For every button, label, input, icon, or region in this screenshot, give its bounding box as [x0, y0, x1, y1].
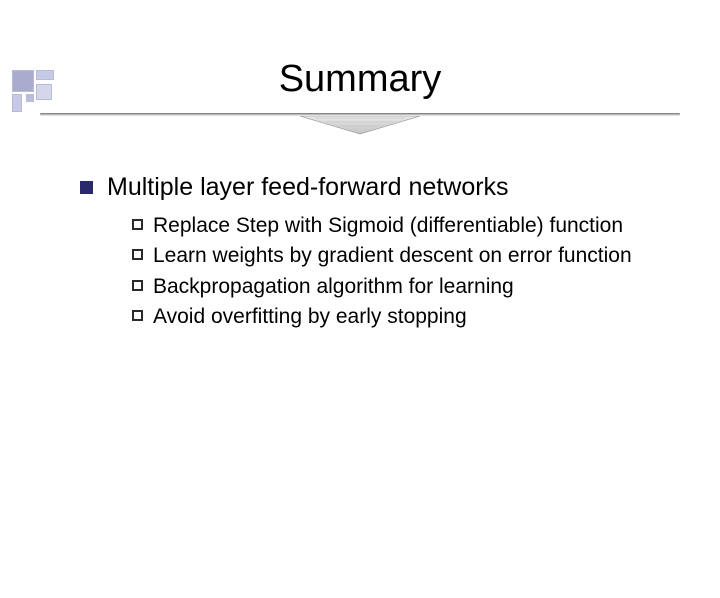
sub-bullet-row: Learn weights by gradient descent on err… — [132, 242, 660, 270]
deco-square — [36, 84, 52, 100]
hollow-square-bullet-icon — [132, 249, 143, 260]
main-bullet-text: Multiple layer feed-forward networks — [107, 173, 509, 202]
hollow-square-bullet-icon — [132, 310, 143, 321]
slide-title: Summary — [0, 58, 720, 101]
hollow-square-bullet-icon — [132, 219, 143, 230]
filled-square-bullet-icon — [80, 181, 93, 194]
sub-bullet-list: Replace Step with Sigmoid (differentiabl… — [132, 212, 660, 331]
sub-bullet-row: Replace Step with Sigmoid (differentiabl… — [132, 212, 660, 240]
sub-bullet-text: Backpropagation algorithm for learning — [153, 273, 514, 301]
deco-square — [12, 70, 34, 92]
sub-bullet-text: Avoid overfitting by early stopping — [153, 303, 467, 331]
sub-bullet-row: Avoid overfitting by early stopping — [132, 303, 660, 331]
hollow-square-bullet-icon — [132, 280, 143, 291]
divider-triangle-icon — [300, 116, 420, 136]
slide-body: Multiple layer feed-forward networks Rep… — [80, 173, 660, 331]
deco-square — [12, 94, 22, 112]
sub-bullet-text: Replace Step with Sigmoid (differentiabl… — [153, 212, 623, 240]
sub-bullet-row: Backpropagation algorithm for learning — [132, 273, 660, 301]
main-bullet-row: Multiple layer feed-forward networks — [80, 173, 660, 202]
title-divider — [40, 113, 680, 143]
deco-square — [26, 94, 34, 102]
deco-square — [36, 70, 54, 80]
sub-bullet-text: Learn weights by gradient descent on err… — [153, 242, 632, 270]
